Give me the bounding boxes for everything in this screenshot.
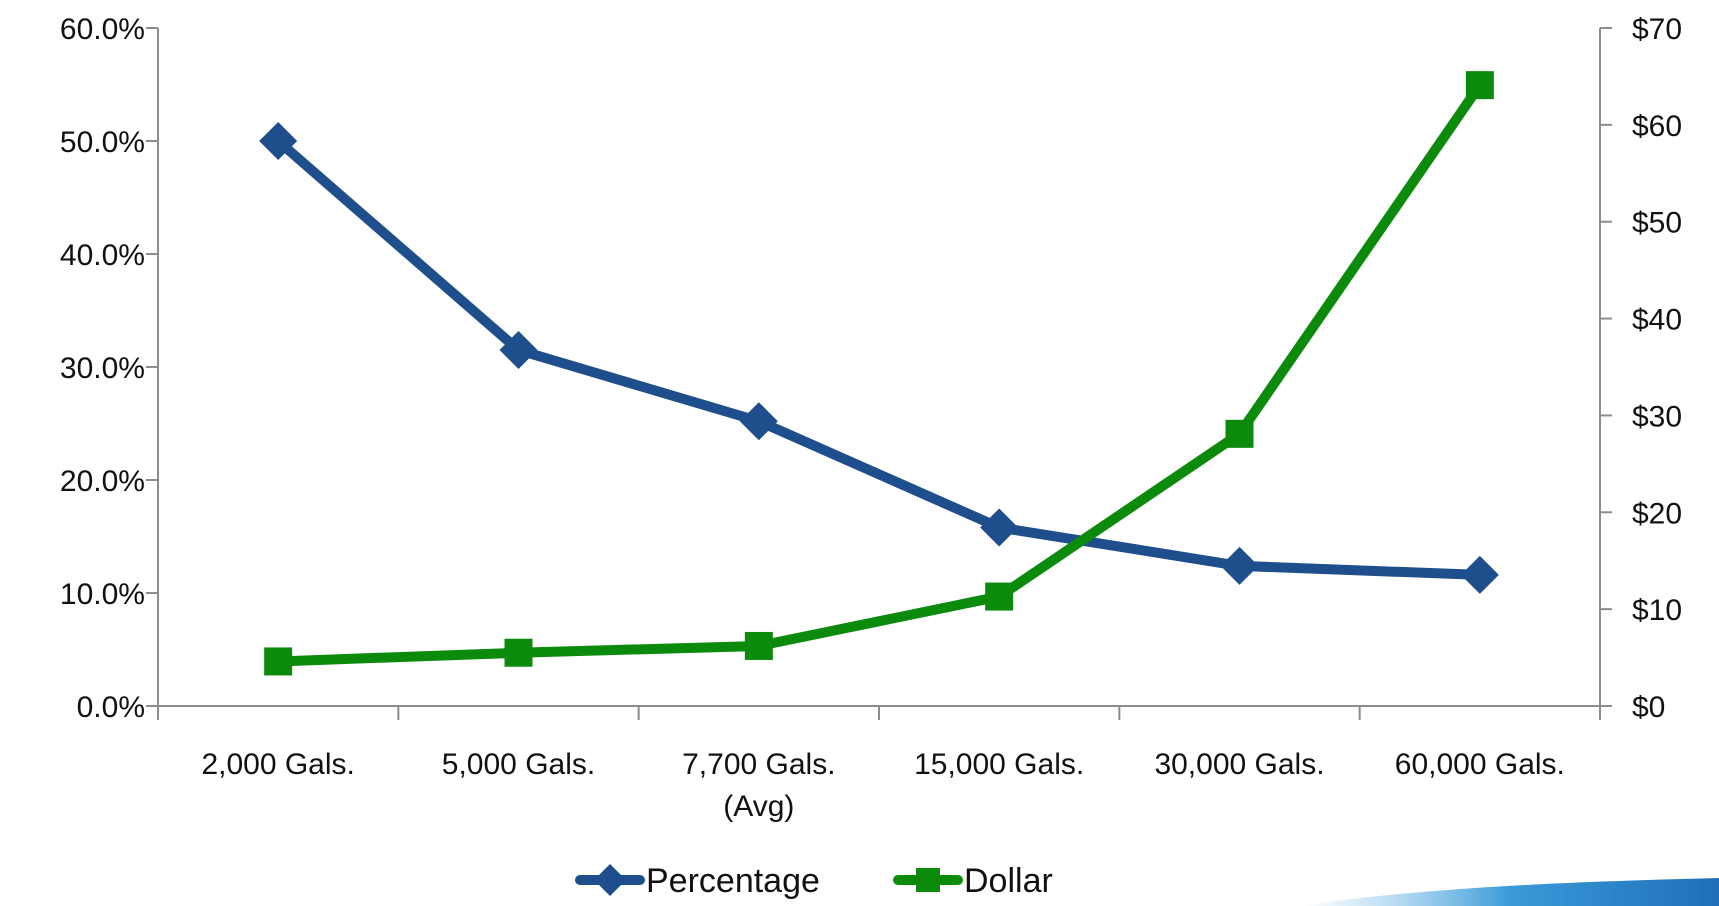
y-left-tick-label: 40.0% (60, 239, 145, 272)
legend-label-percentage: Percentage (646, 862, 820, 900)
data-point-dollar (985, 582, 1014, 611)
x-tick-label: 2,000 Gals. (201, 748, 354, 781)
x-tick-labels: 2,000 Gals. 5,000 Gals. 7,700 Gals. (Avg) 15… (201, 748, 1564, 823)
data-point-percentage (499, 331, 538, 370)
y-left-tick-label: 30.0% (60, 352, 145, 385)
x-tick-label: 30,000 Gals. (1154, 748, 1324, 781)
data-point-dollar (504, 638, 533, 667)
y-left-tick-label: 60.0% (60, 13, 145, 46)
data-point-dollar (744, 631, 773, 660)
data-point-percentage (739, 402, 778, 441)
data-point-percentage (1460, 555, 1499, 594)
y-right-tick-label: $0 (1632, 691, 1665, 724)
y-right-tick-label: $20 (1632, 497, 1682, 530)
y-left-tick-labels: 0.0% 10.0% 20.0% 30.0% 40.0% 50.0% 60.0% (60, 13, 145, 724)
series-line-percentage (273, 136, 1485, 580)
data-point-dollar (264, 647, 293, 676)
y-right-tick-label: $70 (1632, 13, 1682, 46)
y-right-tick-label: $30 (1632, 400, 1682, 433)
y-left-tick-label: 10.0% (60, 578, 145, 611)
series-line-dollar (273, 80, 1485, 667)
x-tick-label: 7,700 Gals. (Avg) (682, 748, 835, 823)
legend-marker-percentage (594, 864, 626, 896)
data-point-dollar (1465, 71, 1494, 100)
y-right-tick-label: $60 (1632, 110, 1682, 143)
y-right-tick-labels: $0 $10 $20 $30 $40 $50 $60 $70 (1632, 13, 1682, 724)
legend-label-dollar: Dollar (964, 862, 1053, 900)
y-left-tick-label: 20.0% (60, 465, 145, 498)
y-left-tick-label: 50.0% (60, 126, 145, 159)
data-point-percentage (980, 508, 1019, 547)
data-point-percentage (1220, 546, 1259, 585)
data-point-percentage (259, 122, 298, 160)
x-tick-label: 5,000 Gals. (442, 748, 595, 781)
y-right-tick-label: $40 (1632, 304, 1682, 337)
legend-marker-dollar (916, 868, 940, 892)
y-right-tick-label: $10 (1632, 594, 1682, 627)
x-tick-label: 15,000 Gals. (914, 748, 1084, 781)
legend: Percentage Dollar (575, 862, 1053, 900)
axes (146, 27, 1612, 720)
y-left-tick-label: 0.0% (77, 691, 145, 724)
decorative-swoosh (1300, 878, 1719, 906)
data-point-dollar (1225, 419, 1254, 448)
y-right-tick-label: $50 (1632, 207, 1682, 240)
x-tick-label: 60,000 Gals. (1395, 748, 1565, 781)
series-layer (259, 71, 1499, 676)
